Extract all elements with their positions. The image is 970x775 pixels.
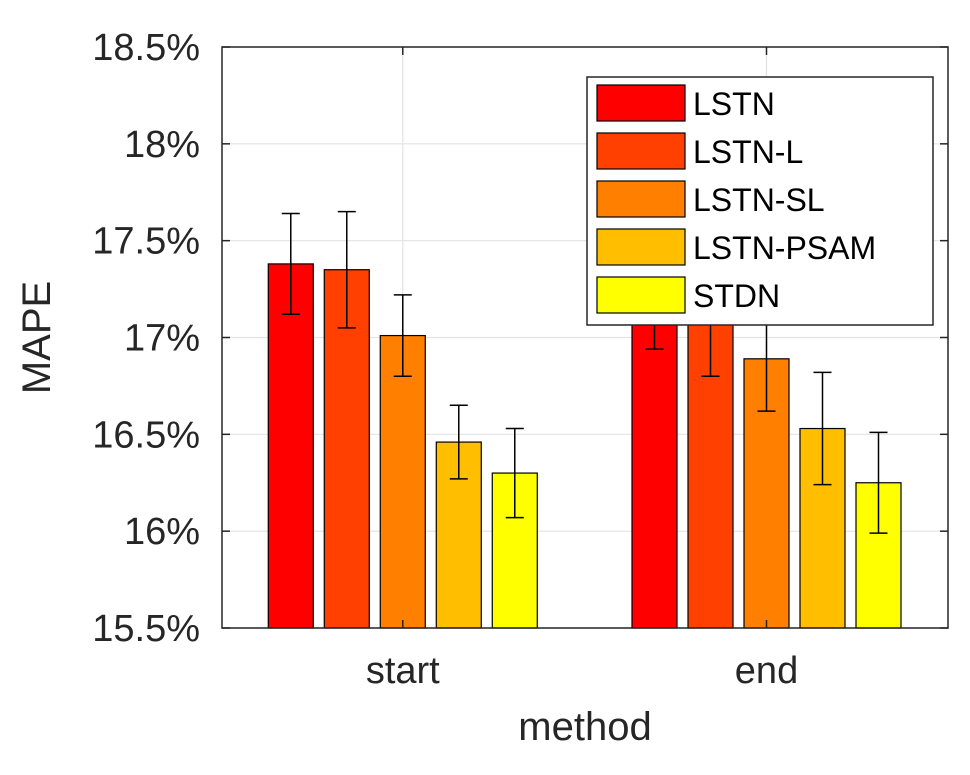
y-tick-label: 16% [124,511,200,553]
legend-swatch [596,228,686,266]
y-tick-label: 16.5% [92,414,200,456]
x-tick-label: end [735,650,798,692]
y-tick-label: 18.5% [92,27,200,69]
legend-swatch [596,180,686,218]
ticks: 15.5% 16% 16.5% 17% 17.5% 18% 18.5% start end [92,27,948,692]
legend-swatch [596,276,686,314]
legend-label: STDN [693,278,780,314]
y-tick-label: 15.5% [92,608,200,650]
bar [631,305,678,629]
y-axis-label: MAPE [15,281,59,394]
legend-label: LSTN-L [693,134,803,170]
x-tick-label: start [366,650,440,692]
y-tick-label: 17.5% [92,221,200,263]
legend-label: LSTN-SL [693,182,825,218]
y-tick-label: 18% [124,124,200,166]
legend-swatch [596,132,686,170]
x-axis-label: method [518,705,651,749]
bar [267,263,314,629]
legend: LSTN LSTN-L LSTN-SL LSTN-PSAM STDN [586,76,934,326]
y-tick-label: 17% [124,318,200,360]
bars [267,263,902,629]
legend-label: LSTN-PSAM [693,230,876,266]
legend-label: LSTN [693,86,775,122]
bar [379,334,426,629]
legend-swatch [596,84,686,122]
